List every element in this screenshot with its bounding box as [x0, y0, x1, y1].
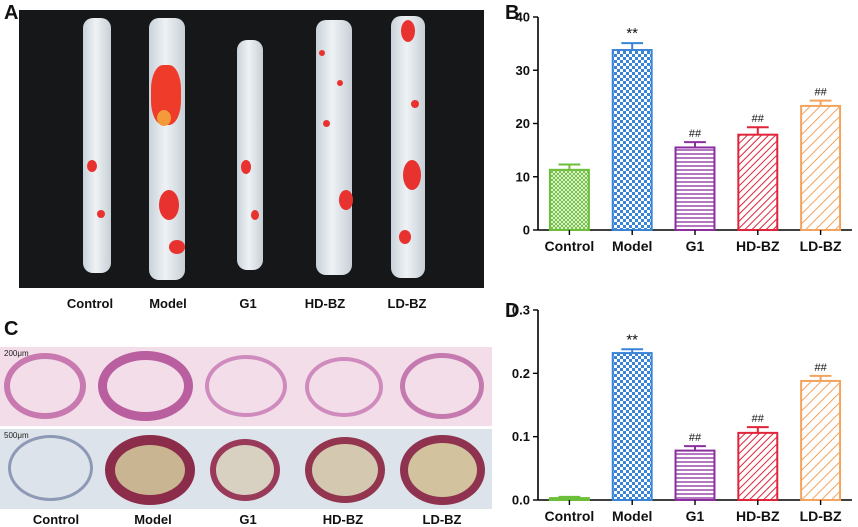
x-tick-label: Model: [612, 238, 652, 254]
plaque: [251, 210, 259, 220]
he-section-ld-bz: [400, 353, 484, 419]
he-section-hd-bz: [305, 357, 383, 417]
panel-c-letter: C: [4, 318, 19, 340]
x-tick-label: LD-BZ: [800, 508, 842, 524]
oil-red-section-model: [105, 435, 195, 505]
x-tick-label: Control: [545, 508, 595, 524]
plaque: [241, 160, 251, 174]
bar-g1: [674, 146, 716, 231]
significance-annotation: ##: [814, 87, 827, 99]
plaque: [399, 230, 411, 244]
panel-b-letter: B: [505, 2, 520, 24]
plaque: [339, 190, 353, 210]
y-tick-label: 0.1: [512, 429, 530, 444]
section-label-ld-bz: LD-BZ: [422, 512, 462, 527]
plaque: [319, 50, 325, 56]
oil-red-section-hd-bz: [305, 437, 385, 503]
y-tick-label: 30: [516, 63, 530, 78]
aorta-model: [149, 18, 185, 280]
significance-annotation: ##: [689, 432, 702, 444]
y-tick-label: 0.2: [512, 366, 530, 381]
aortic-plaque-chart: 010203040Aortic plaque area(%)Control**M…: [516, 10, 852, 254]
bar-ld-bz: [800, 104, 842, 231]
section-label-g1: G1: [239, 512, 257, 527]
oil-red-strip: 500μm: [0, 429, 492, 509]
y-tick-label: 0.0: [512, 493, 530, 508]
aorta-photo: [19, 10, 484, 288]
significance-annotation: ##: [814, 362, 827, 374]
plaque: [411, 100, 419, 108]
oil-red-section-ld-bz: [400, 435, 485, 505]
x-tick-label: LD-BZ: [800, 238, 842, 254]
y-tick-label: 0.3: [512, 303, 530, 318]
bar-g1: [674, 449, 716, 502]
plaque: [159, 190, 179, 220]
x-tick-label: G1: [686, 238, 705, 254]
bar-model: [611, 49, 653, 231]
section-label-hd-bz: HD-BZ: [322, 512, 364, 527]
y-tick-label: 20: [516, 116, 530, 131]
aorta-hd-bz: [316, 20, 352, 275]
photo-label-model: Model: [149, 296, 187, 311]
y-tick-label: 0: [523, 223, 530, 238]
y-tick-label: 40: [516, 10, 530, 25]
scale-bar-oil-red: 500μm: [4, 431, 29, 440]
significance-annotation: **: [626, 331, 638, 348]
x-tick-label: HD-BZ: [736, 508, 780, 524]
plaque: [157, 110, 171, 126]
he-section-model: [98, 351, 193, 421]
oil-red-section-control: [8, 435, 93, 501]
bar-control: [548, 168, 590, 231]
y-tick-label: 10: [516, 169, 530, 184]
significance-annotation: ##: [689, 128, 702, 140]
lesion-area-chart: 0.00.10.20.3Lesion area(mm2)Control**Mod…: [512, 303, 852, 524]
section-label-control: Control: [32, 512, 80, 527]
x-tick-label: Control: [545, 238, 595, 254]
oil-red-section-g1: [210, 439, 280, 501]
plaque: [403, 160, 421, 190]
he-stain-strip: 200μm: [0, 347, 492, 426]
panel-d-letter: D: [505, 300, 520, 322]
x-tick-label: Model: [612, 508, 652, 524]
photo-label-hd-bz: HD-BZ: [304, 296, 346, 311]
aorta-g1: [237, 40, 263, 270]
photo-label-control: Control: [66, 296, 114, 311]
significance-annotation: ##: [752, 413, 765, 425]
plaque: [337, 80, 343, 86]
section-label-model: Model: [134, 512, 172, 527]
significance-annotation: **: [626, 25, 638, 42]
aorta-control: [83, 18, 111, 273]
x-tick-label: G1: [686, 508, 705, 524]
plaque: [97, 210, 105, 218]
bar-model: [611, 352, 653, 501]
panel-a-letter: A: [4, 2, 19, 24]
he-section-control: [4, 353, 86, 419]
bar-hd-bz: [737, 431, 779, 501]
bar-hd-bz: [737, 133, 779, 231]
plaque: [169, 240, 185, 254]
bar-control: [548, 497, 590, 502]
bar-ld-bz: [800, 379, 842, 501]
photo-label-g1: G1: [239, 296, 257, 311]
significance-annotation: ##: [752, 113, 765, 125]
photo-label-ld-bz: LD-BZ: [387, 296, 427, 311]
plaque: [323, 120, 330, 127]
he-section-g1: [205, 355, 287, 417]
x-tick-label: HD-BZ: [736, 238, 780, 254]
scale-bar-he: 200μm: [4, 349, 29, 358]
plaque: [401, 20, 415, 42]
plaque: [87, 160, 97, 172]
